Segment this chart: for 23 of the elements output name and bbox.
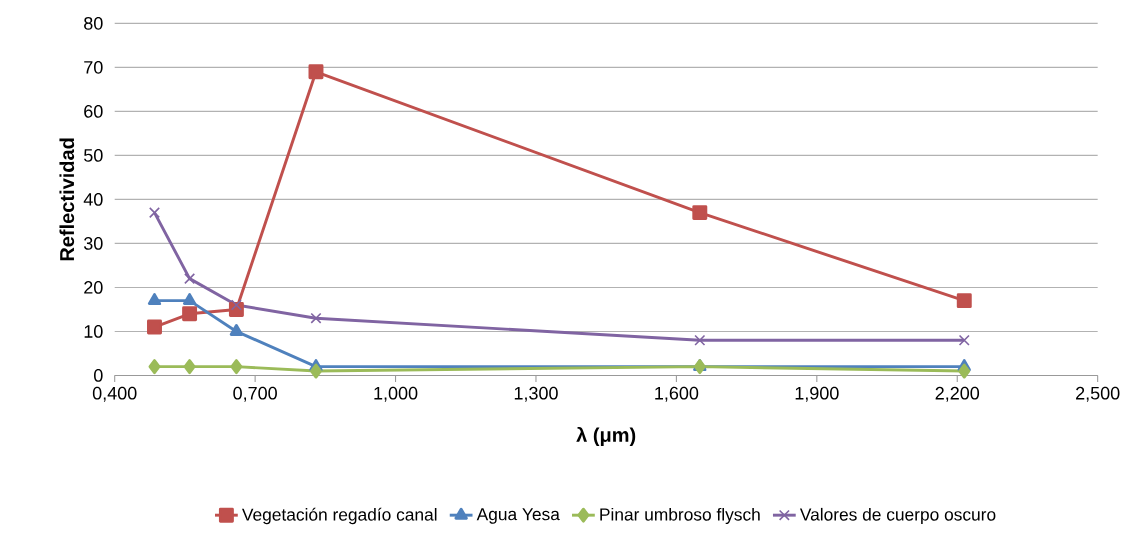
y-tick-label: 80 <box>84 16 103 30</box>
y-tick-label: 0 <box>94 368 103 382</box>
x-tick-label: 2,500 <box>1076 386 1120 402</box>
y-tick-label: 30 <box>83 236 103 250</box>
y-tick-label: 70 <box>84 60 103 74</box>
y-tick-label: 50 <box>84 148 103 162</box>
x-tick-label: 1,900 <box>795 386 839 402</box>
x-tick-label: 0,400 <box>92 386 137 402</box>
legend-label: Agua Yesa <box>476 508 560 524</box>
x-tick-label: 2,200 <box>935 386 980 402</box>
y-tick-label: 10 <box>84 324 103 338</box>
legend-label: Valores de cuerpo oscuro <box>799 507 996 524</box>
y-tick-label: 40 <box>83 192 103 206</box>
y-tick-label: 60 <box>84 104 103 118</box>
y-axis-title: Reflectividad <box>59 138 75 261</box>
legend-label: Vegetación regadío canal <box>242 507 437 525</box>
x-tick-label: 0,700 <box>233 386 277 402</box>
x-axis-title: λ (μm) <box>576 426 636 446</box>
x-tick-label: 1,300 <box>514 386 558 402</box>
y-tick-label: 20 <box>84 280 103 294</box>
x-tick-label: 1,600 <box>655 386 699 402</box>
legend-label: Pinar umbroso flysch <box>600 507 760 524</box>
x-tick-label: 1,000 <box>374 386 418 402</box>
